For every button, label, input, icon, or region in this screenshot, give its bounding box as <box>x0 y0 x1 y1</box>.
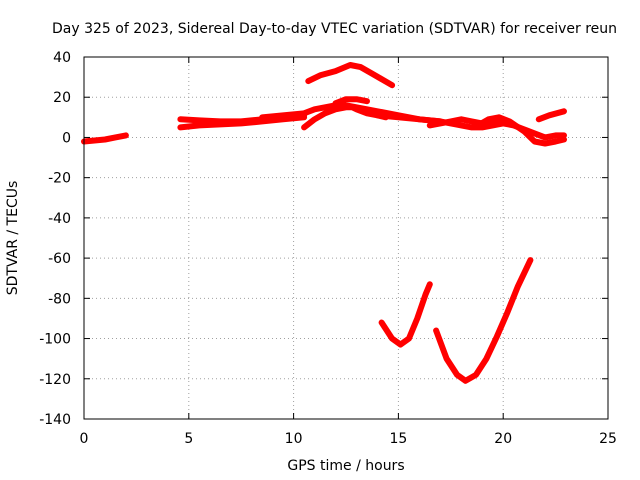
y-tick-label: 20 <box>53 90 71 106</box>
y-tick-label: -40 <box>48 211 71 227</box>
x-tick-label: 5 <box>184 431 193 447</box>
series-arc-6 <box>332 96 370 107</box>
series-arc-8 <box>426 116 507 129</box>
axis-ticks: 0 5 10 15 20 25 40 20 0 -20 -40 -60 -80 -100 -120 -140 <box>39 50 617 447</box>
x-axis-label: GPS time / hours <box>287 458 404 474</box>
x-tick-label: 20 <box>494 431 512 447</box>
x-tick-label: 25 <box>599 431 617 447</box>
y-tick-label: -100 <box>39 332 71 348</box>
series-arc-9 <box>475 114 567 147</box>
y-axis-label: SDTVAR / TECUs <box>5 181 21 296</box>
series-arc-12 <box>378 281 433 348</box>
y-tick-label: -120 <box>39 372 71 388</box>
y-tick-label: -140 <box>39 412 71 428</box>
series-arc-1 <box>81 132 129 145</box>
data-series <box>81 62 567 384</box>
chart-title: Day 325 of 2023, Sidereal Day-to-day VTE… <box>52 21 617 37</box>
plot-frame <box>83 56 609 420</box>
x-tick-label: 15 <box>389 431 407 447</box>
x-tick-label: 0 <box>80 431 89 447</box>
series-arc-11 <box>305 62 396 89</box>
series-arc-13 <box>433 257 534 384</box>
series-arc-5 <box>301 104 389 131</box>
y-tick-label: -60 <box>48 251 71 267</box>
x-tick-label: 10 <box>285 431 303 447</box>
y-tick-label: 0 <box>62 130 71 146</box>
series-arc-10 <box>535 108 567 123</box>
y-tick-label: -20 <box>48 171 71 187</box>
y-tick-label: -80 <box>48 291 71 307</box>
y-tick-label: 40 <box>53 50 71 66</box>
